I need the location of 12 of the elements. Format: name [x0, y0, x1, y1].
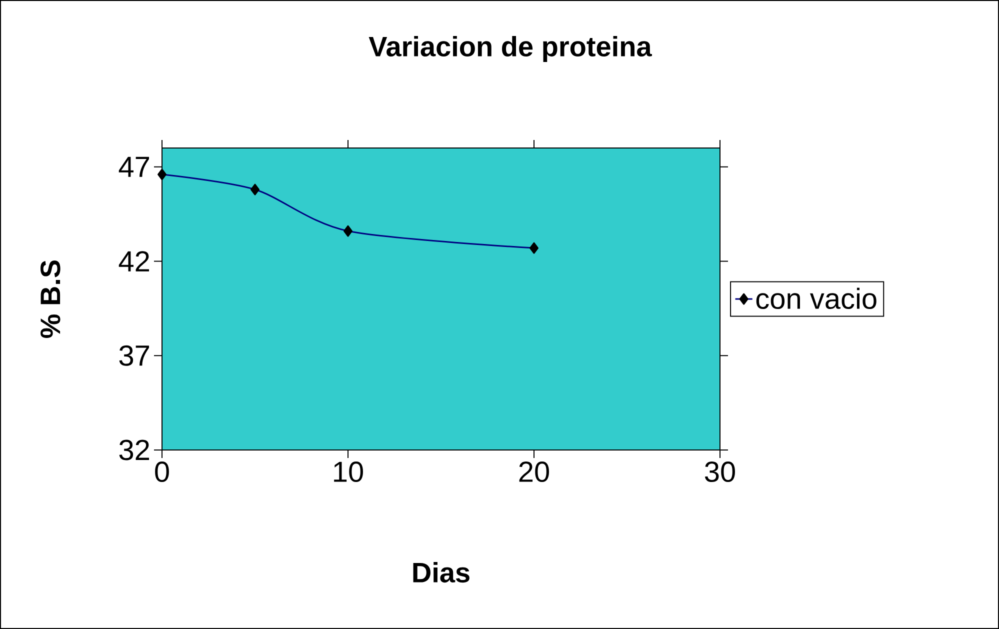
- x-tick-label: 30: [704, 462, 735, 482]
- x-axis-title: Dias: [413, 562, 470, 583]
- y-tick-label: 42: [118, 251, 150, 272]
- x-tick-label: 0: [155, 462, 169, 482]
- chart-title: Variacion de proteina: [368, 36, 652, 62]
- y-tick-label: 47: [118, 156, 150, 177]
- x-tick-label: 20: [519, 462, 549, 482]
- y-tick-label: 37: [119, 345, 150, 366]
- legend-label: con vacio: [756, 288, 876, 310]
- y-tick-label: 32: [119, 440, 150, 460]
- y-axis-title: % B.S: [40, 260, 60, 338]
- x-tick-label: 10: [334, 462, 363, 482]
